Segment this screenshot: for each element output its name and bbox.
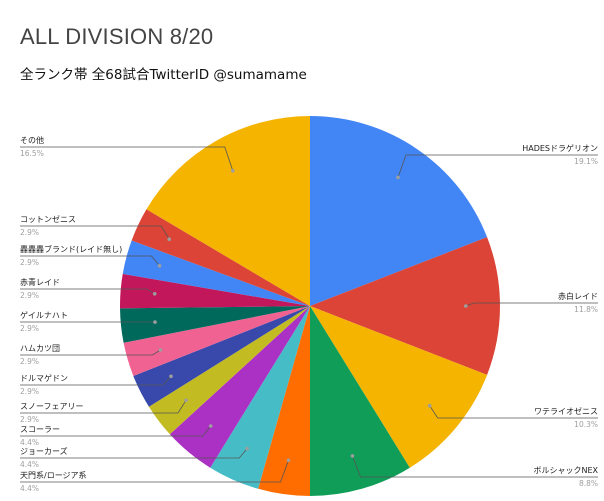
slice-label: ジョーカーズ xyxy=(20,446,68,456)
pie-slice xyxy=(120,306,311,343)
slice-percentage: 8.8% xyxy=(579,479,598,488)
slice-labels: HADESドラゲリオン 19.1% 赤白レイド 11.8% ワテライオゼニス 10.3% ボ… xyxy=(20,135,599,493)
label-leader-line xyxy=(465,302,598,307)
slice-percentage: 2.9% xyxy=(20,387,39,396)
slice-label: コットンゼニス xyxy=(20,214,76,224)
slice-percentage: 2.9% xyxy=(20,357,39,366)
slice-label: その他 xyxy=(20,135,44,145)
label-leader-dot xyxy=(286,458,291,463)
slice-label: 赤白レイド xyxy=(558,291,598,301)
pie-slice xyxy=(310,306,488,468)
slice-percentage: 2.9% xyxy=(20,228,39,237)
label-leader-line xyxy=(20,425,212,437)
label-leaders xyxy=(20,146,598,483)
slice-percentage: 2.9% xyxy=(20,415,39,424)
label-leader-line xyxy=(20,146,234,171)
slice-percentage: 2.9% xyxy=(20,291,39,300)
label-leader-line xyxy=(20,460,289,483)
slice-label: 轟轟轟ブランド(レイド無し) xyxy=(20,244,122,254)
label-leader-line xyxy=(429,405,598,419)
label-leader-dot xyxy=(208,424,213,428)
pie-slice xyxy=(169,306,310,468)
slice-percentage: 11.8% xyxy=(574,305,598,314)
label-leader-dot xyxy=(158,348,163,352)
label-leader-line xyxy=(20,255,160,267)
slice-percentage: 10.3% xyxy=(574,420,598,429)
slice-percentage: 16.5% xyxy=(20,149,44,158)
label-leader-dot xyxy=(167,237,171,241)
label-leader-line xyxy=(20,349,161,356)
pie-slice xyxy=(146,116,310,306)
slice-percentage: 2.9% xyxy=(20,258,39,267)
label-leader-line xyxy=(20,288,155,295)
pie-slice xyxy=(210,306,310,489)
label-leader-dot xyxy=(152,292,157,296)
label-leader-dot xyxy=(231,168,235,173)
pie-slice xyxy=(258,306,310,496)
slice-label: スノーフェアリー xyxy=(20,402,84,411)
pie-slice xyxy=(148,306,310,435)
slice-label: ボルシャックNEX xyxy=(533,466,598,475)
chart-title: ALL DIVISION 8/20 xyxy=(20,24,214,49)
slice-percentage: 2.9% xyxy=(20,324,39,333)
label-leader-line xyxy=(397,154,598,178)
slice-label: 赤青レイド xyxy=(20,277,60,287)
label-leader-line xyxy=(20,225,170,240)
label-leader-line xyxy=(20,400,187,414)
label-leader-dot xyxy=(245,446,249,451)
label-leader-dot xyxy=(184,398,188,403)
pie-slice xyxy=(120,273,311,309)
label-leader-dot xyxy=(157,264,162,268)
pie-slices xyxy=(120,116,500,496)
label-leader-dot xyxy=(153,320,157,324)
slice-percentage: 19.1% xyxy=(574,157,598,166)
pie-slice xyxy=(131,209,310,306)
slice-percentage: 4.4% xyxy=(20,438,39,447)
slice-label: ワテライオゼニス xyxy=(534,406,598,416)
pie-slice xyxy=(122,240,310,306)
label-leader-dot xyxy=(396,175,400,180)
label-leader-dot xyxy=(464,304,468,308)
pie-slice xyxy=(310,237,500,375)
label-leader-line xyxy=(20,448,248,459)
label-leader-dot xyxy=(427,403,432,408)
label-leader-dot xyxy=(350,454,355,458)
slice-label: 天門系/ロージア系 xyxy=(20,470,87,480)
pie-slice xyxy=(123,306,310,376)
slice-label: ゲイルナハト xyxy=(20,310,68,320)
slice-label: スコーラー xyxy=(20,425,60,434)
slice-label: HADESドラゲリオン xyxy=(522,143,598,153)
label-leader-dot xyxy=(169,374,173,379)
pie-slice xyxy=(133,306,310,407)
label-leader-line xyxy=(20,376,172,386)
chart-subtitle: 全ランク帯 全68試合TwitterID @sumamame xyxy=(20,67,307,83)
pie-slice xyxy=(310,116,488,306)
slice-percentage: 4.4% xyxy=(20,484,39,493)
slice-percentage: 4.4% xyxy=(20,460,39,469)
slice-label: ドルマゲドン xyxy=(20,373,68,383)
pie-slice xyxy=(310,306,410,496)
slice-label: ハムカツ団 xyxy=(20,344,60,353)
label-leader-line xyxy=(352,455,598,478)
